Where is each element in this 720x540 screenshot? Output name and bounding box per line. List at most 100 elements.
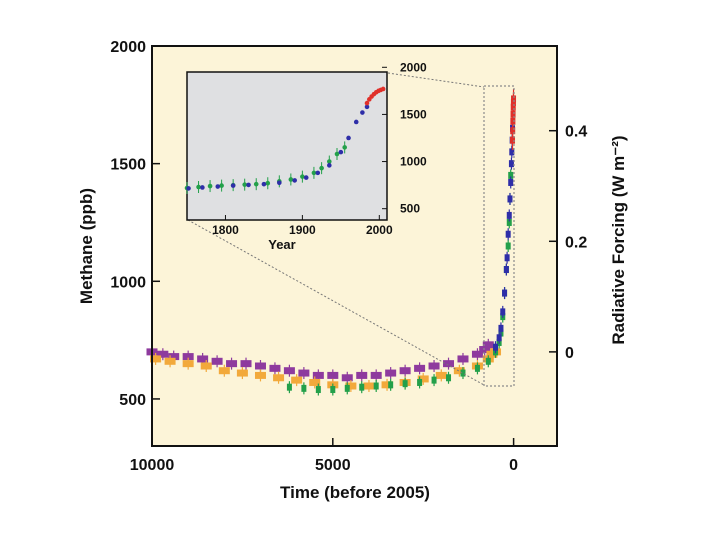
- series-blue-point: [500, 308, 506, 316]
- inset-series-green-point: [219, 183, 224, 188]
- series-blue-point: [502, 289, 508, 297]
- series-purple-point: [479, 346, 491, 354]
- series-purple-point: [226, 360, 238, 368]
- inset-series-green-point: [342, 145, 347, 150]
- y2-axis-title: Radiative Forcing (W m⁻²): [609, 135, 628, 344]
- inset-series-green-point: [196, 184, 201, 190]
- series-orange-point: [309, 378, 321, 386]
- x-tick-label: 5000: [315, 457, 351, 474]
- series-green-point: [402, 380, 408, 388]
- series-green-point: [474, 364, 480, 372]
- inset-series-blue-point: [315, 170, 321, 176]
- x-axis-title: Time (before 2005): [280, 483, 430, 502]
- series-orange-point: [381, 381, 393, 389]
- series-orange-point: [200, 362, 212, 370]
- series-orange-point: [254, 371, 266, 379]
- inset-series-blue-point: [327, 163, 332, 168]
- inset-series-blue-point: [338, 149, 344, 155]
- inset-series-blue-point: [346, 135, 351, 141]
- inset-series-green-point: [253, 181, 259, 187]
- series-purple-point: [254, 362, 266, 370]
- series-purple-point: [211, 357, 223, 365]
- inset-series-red-point: [380, 86, 386, 92]
- series-green-point: [344, 384, 350, 392]
- series-blue-point: [496, 334, 502, 342]
- inset-x-tick-label: 1900: [289, 223, 316, 237]
- series-green-point: [301, 384, 307, 392]
- series-green-point: [508, 171, 514, 179]
- series-orange-point: [236, 369, 248, 377]
- inset-series-green-point: [334, 151, 340, 157]
- inset-series-blue-point: [277, 180, 282, 186]
- series-purple-point: [385, 369, 397, 377]
- y2-tick-label: 0.4: [565, 124, 587, 141]
- connector-line-top: [387, 72, 485, 88]
- series-purple-point: [269, 364, 281, 372]
- inset-series-green-point: [300, 174, 305, 179]
- inset-series-green-point: [207, 183, 213, 189]
- inset-series-blue-point: [215, 184, 221, 189]
- series-green-point: [506, 218, 512, 226]
- series-blue-point: [506, 211, 512, 219]
- inset-x-axis-title: Year: [268, 237, 295, 252]
- series-blue-point: [504, 254, 510, 262]
- series-orange-point: [291, 376, 303, 384]
- inset-x-tick-label: 1800: [212, 223, 239, 237]
- series-purple-point: [197, 355, 209, 363]
- series-blue-point: [503, 266, 509, 274]
- series-green-point: [330, 386, 336, 394]
- inset-series-blue-point: [200, 185, 205, 190]
- inset-series-blue-point: [246, 182, 251, 188]
- inset-y-tick-label: 500: [400, 202, 420, 216]
- series-orange-point: [453, 367, 465, 375]
- series-purple-point: [457, 355, 469, 363]
- series-green-point: [286, 383, 292, 391]
- series-blue-point: [507, 195, 513, 203]
- inset-series-green-point: [311, 170, 317, 176]
- series-purple-point: [240, 360, 252, 368]
- inset-x-tick-label: 2000: [366, 223, 393, 237]
- inset-series-red-point: [364, 100, 370, 106]
- series-orange-point: [182, 360, 194, 368]
- inset-series-green-point: [319, 165, 324, 171]
- inset-y-tick-label: 2000: [400, 60, 427, 74]
- series-green-point: [460, 369, 466, 377]
- y-axis-title: Methane (ppb): [77, 188, 96, 304]
- plot-frame: [151, 45, 558, 447]
- y2-tick-label: 0.2: [565, 234, 587, 251]
- series-purple-point: [428, 362, 440, 370]
- inset-background: [186, 71, 388, 221]
- series-orange-point: [150, 355, 162, 363]
- series-green-point: [417, 378, 423, 386]
- series-purple-point: [399, 367, 411, 375]
- series-purple-point: [283, 367, 295, 375]
- inset-series-green-point: [265, 180, 271, 186]
- series-purple-point: [157, 350, 169, 358]
- x-tick-label: 10000: [130, 457, 175, 474]
- series-red-point: [511, 95, 517, 103]
- series-green-point: [431, 376, 437, 384]
- inset-series-blue-point: [353, 119, 359, 125]
- series-purple-point: [327, 371, 339, 379]
- inset-series-green-point: [327, 159, 332, 164]
- x-tick-label: 0: [509, 457, 518, 474]
- series-purple-point: [414, 364, 426, 372]
- recent-period-box: [483, 85, 515, 387]
- series-green-point: [505, 242, 511, 250]
- series-green-point: [373, 382, 379, 390]
- series-green-point: [315, 386, 321, 394]
- series-green-point: [446, 374, 452, 382]
- series-purple-point: [168, 353, 180, 361]
- y-tick-label: 500: [119, 392, 146, 409]
- series-purple-point: [341, 374, 353, 382]
- inset-series-blue-point: [360, 110, 365, 115]
- series-orange-point: [435, 371, 447, 379]
- series-orange-point: [363, 382, 375, 390]
- series-blue-point: [508, 178, 514, 186]
- inset-series-blue-point: [303, 175, 309, 180]
- inset-series-blue-point: [230, 183, 236, 188]
- series-purple-point: [471, 350, 483, 358]
- series-purple-point: [312, 371, 324, 379]
- inset-series-blue-point: [292, 178, 297, 183]
